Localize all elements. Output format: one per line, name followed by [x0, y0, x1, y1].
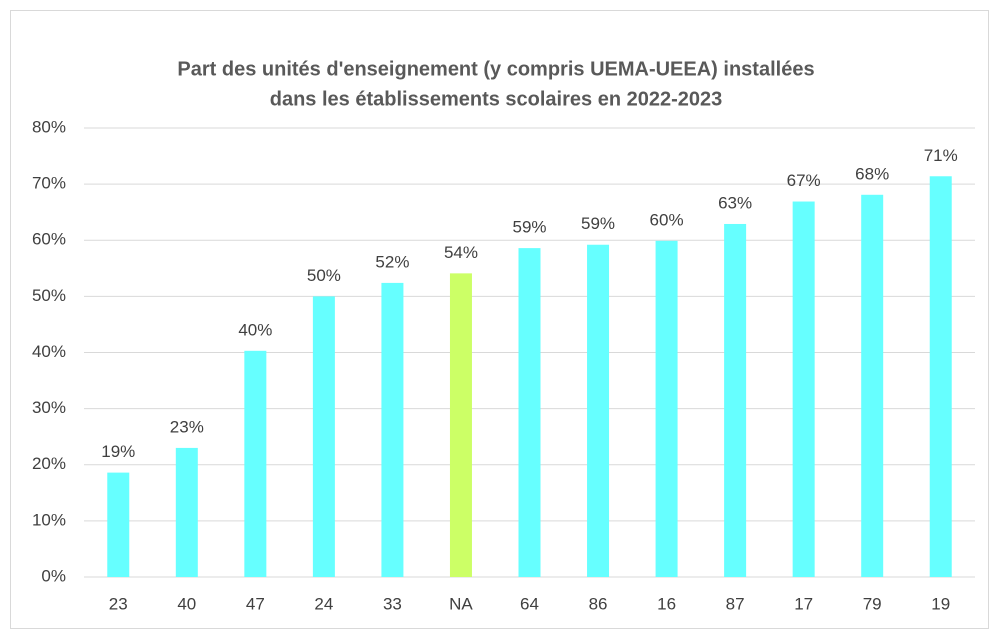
data-label: 52% [375, 252, 409, 271]
data-label: 59% [581, 214, 615, 233]
x-tick-label: 23 [109, 594, 128, 613]
x-tick-label: 24 [314, 594, 333, 613]
y-tick-label: 0% [41, 566, 66, 585]
data-label: 71% [924, 146, 958, 165]
y-tick-label: 80% [32, 117, 66, 136]
bar [518, 248, 541, 578]
data-label: 50% [307, 266, 341, 285]
bar [861, 194, 884, 577]
data-label: 67% [787, 171, 821, 190]
x-tick-label: 87 [726, 594, 745, 613]
data-label: 23% [170, 417, 204, 436]
chart-border [10, 10, 989, 629]
bar [244, 350, 267, 577]
data-label: 63% [718, 193, 752, 212]
bar [381, 282, 404, 577]
y-tick-label: 50% [32, 286, 66, 305]
data-label: 68% [855, 164, 889, 183]
x-tick-label: NA [449, 594, 473, 613]
bar [929, 176, 952, 577]
x-tick-label: 17 [794, 594, 813, 613]
x-tick-label: 64 [520, 594, 539, 613]
chart-title: dans les établissements scolaires en 202… [270, 88, 723, 110]
x-tick-label: 40 [177, 594, 196, 613]
x-tick-label: 86 [589, 594, 608, 613]
y-tick-label: 20% [32, 454, 66, 473]
y-tick-label: 60% [32, 230, 66, 249]
y-tick-label: 40% [32, 342, 66, 361]
data-label: 40% [238, 320, 272, 339]
data-label: 19% [101, 442, 135, 461]
bar [792, 201, 815, 577]
bar [724, 223, 747, 577]
bar [449, 273, 472, 577]
bar [175, 447, 198, 577]
bar [587, 244, 610, 578]
bar [655, 240, 678, 577]
data-label: 59% [512, 218, 546, 237]
y-tick-label: 30% [32, 398, 66, 417]
y-tick-label: 10% [32, 510, 66, 529]
x-tick-label: 33 [383, 594, 402, 613]
data-label: 60% [650, 210, 684, 229]
x-tick-label: 16 [657, 594, 676, 613]
chart-title: Part des unités d'enseignement (y compri… [177, 58, 814, 80]
x-tick-label: 47 [246, 594, 265, 613]
y-tick-label: 70% [32, 174, 66, 193]
x-tick-label: 19 [931, 594, 950, 613]
data-label: 54% [444, 243, 478, 262]
bar [107, 472, 130, 577]
x-tick-label: 79 [863, 594, 882, 613]
bar [312, 296, 335, 577]
